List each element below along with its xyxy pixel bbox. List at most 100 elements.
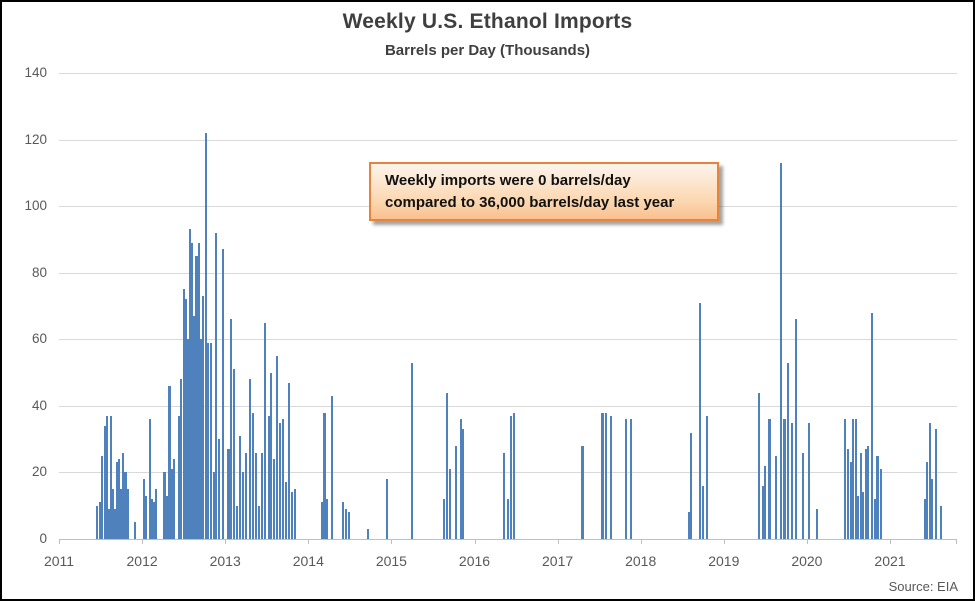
x-axis-tick-label: 2019: [708, 553, 740, 569]
bar: [939, 505, 942, 539]
x-axis-tick: [225, 539, 227, 544]
source-label: Source: EIA: [888, 579, 958, 594]
bar: [386, 479, 389, 539]
bar: [844, 419, 847, 539]
bar: [96, 505, 99, 539]
x-axis-tick-label: 2021: [874, 553, 906, 569]
x-axis-tick: [308, 539, 310, 544]
bar: [120, 489, 123, 539]
bar: [775, 455, 778, 539]
gridline: [59, 139, 957, 141]
bar: [857, 495, 860, 539]
x-axis-tick-label: 2016: [458, 553, 491, 569]
bar: [244, 452, 248, 539]
bar: [879, 469, 882, 539]
bar: [462, 429, 465, 539]
bar: [107, 509, 110, 539]
bar: [859, 452, 862, 539]
bar: [209, 342, 212, 539]
bar: [163, 472, 166, 539]
chart-title: Weekly U.S. Ethanol Imports: [342, 10, 633, 33]
y-axis-tick-label: 80: [31, 264, 47, 280]
bar: [790, 422, 793, 539]
plot-area: [59, 73, 957, 540]
bar: [764, 465, 767, 539]
y-axis-tick-label: 100: [24, 198, 47, 214]
bar: [862, 492, 865, 539]
bar: [179, 379, 182, 539]
gridline: [59, 405, 957, 407]
x-axis-tick-label: 2017: [542, 553, 574, 569]
bar: [133, 522, 136, 539]
bar: [186, 339, 189, 539]
bar: [165, 495, 168, 539]
y-axis-tick-label: 20: [31, 464, 47, 480]
bar: [239, 435, 242, 539]
bar: [217, 439, 221, 539]
bar: [151, 499, 154, 539]
bar: [193, 316, 196, 539]
x-axis-tick: [557, 539, 559, 544]
x-axis-tick-label: 2013: [209, 553, 241, 569]
x-axis-tick: [806, 539, 808, 544]
bar: [442, 499, 445, 539]
bar: [155, 489, 158, 539]
y-axis-tick-label: 0: [39, 531, 47, 546]
bar: [757, 392, 760, 539]
bar: [126, 489, 130, 539]
bar: [111, 489, 115, 539]
bar: [581, 445, 584, 539]
bar: [923, 499, 926, 539]
bar: [864, 449, 867, 539]
bar: [202, 296, 205, 539]
bar: [512, 412, 515, 539]
bar: [690, 432, 693, 539]
x-axis-tick-label: 2018: [625, 553, 657, 569]
bar: [325, 499, 328, 539]
bar: [331, 395, 334, 539]
annotation-line-1: Weekly imports were 0 barrels/day: [385, 171, 631, 189]
bar: [241, 472, 244, 539]
bar: [251, 412, 254, 539]
bar: [273, 459, 276, 539]
x-axis-tick: [890, 539, 891, 544]
bar: [124, 472, 127, 539]
bar: [321, 502, 324, 539]
bar: [116, 462, 119, 539]
bar: [270, 372, 273, 539]
x-axis-tick: [723, 539, 725, 544]
bar: [168, 385, 171, 539]
bar: [780, 162, 783, 539]
bar: [870, 312, 873, 539]
x-axis-tick: [142, 539, 144, 544]
bar: [257, 505, 260, 539]
bar: [197, 242, 201, 539]
bar: [200, 339, 203, 539]
y-axis-tick-label: 40: [31, 397, 47, 413]
bar: [795, 319, 798, 539]
bar: [249, 379, 252, 539]
bar: [604, 412, 607, 539]
bar: [144, 495, 147, 539]
bar: [267, 415, 270, 539]
bar: [188, 229, 191, 539]
bar: [190, 242, 194, 539]
bar: [931, 479, 934, 539]
bar: [101, 455, 104, 539]
bar: [323, 412, 326, 539]
bar: [624, 419, 627, 539]
bar: [807, 422, 810, 539]
bar: [852, 419, 855, 539]
x-axis-tick: [391, 539, 393, 544]
bar: [928, 422, 931, 539]
x-axis-tick-label: 2020: [791, 553, 823, 569]
bar: [342, 502, 345, 539]
bar: [287, 382, 290, 539]
bar: [815, 509, 818, 539]
bar: [153, 502, 156, 539]
bar: [601, 412, 604, 539]
bar: [847, 449, 850, 539]
bar: [98, 502, 101, 539]
bar: [801, 452, 804, 539]
